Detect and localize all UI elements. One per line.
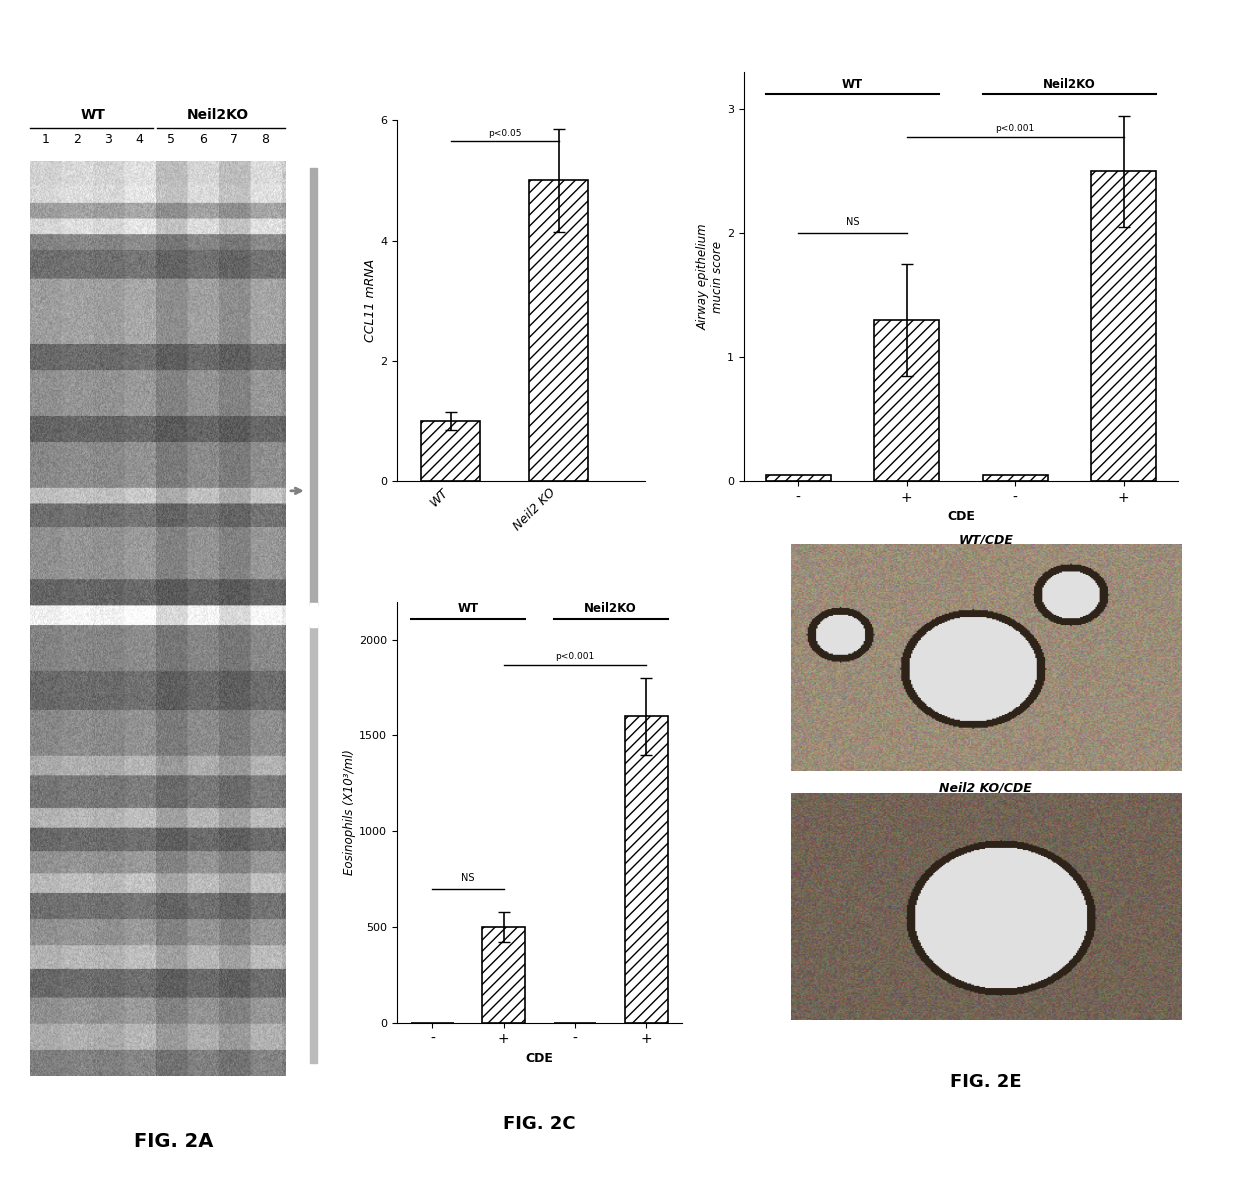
Bar	[310, 603, 317, 627]
Text: Neil2KO: Neil2KO	[187, 108, 249, 123]
Text: WT: WT	[81, 108, 105, 123]
Text: 2: 2	[73, 132, 81, 146]
Text: Neil2KO: Neil2KO	[584, 602, 637, 615]
Bar	[482, 926, 526, 1023]
Text: p<0.001: p<0.001	[556, 652, 595, 660]
Text: NS: NS	[846, 217, 859, 227]
Bar	[310, 168, 317, 606]
Text: 8: 8	[262, 132, 269, 146]
X-axis label: CDE: CDE	[947, 510, 975, 523]
Text: FIG. 2D: FIG. 2D	[924, 555, 998, 573]
Text: 3: 3	[104, 132, 113, 146]
Bar	[529, 180, 588, 481]
Bar	[310, 626, 317, 1063]
Text: p<0.001: p<0.001	[996, 124, 1035, 132]
Bar	[982, 475, 1048, 481]
Text: WT: WT	[842, 78, 863, 90]
Text: WT/CDE: WT/CDE	[959, 533, 1013, 546]
Text: FIG. 2A: FIG. 2A	[134, 1132, 213, 1151]
Bar	[422, 421, 480, 481]
Text: 6: 6	[198, 132, 207, 146]
Bar	[1091, 171, 1156, 481]
Bar	[625, 716, 667, 1023]
Bar	[874, 320, 940, 481]
Text: 1: 1	[41, 132, 50, 146]
Text: FIG. 2B: FIG. 2B	[485, 608, 557, 626]
Text: 5: 5	[167, 132, 175, 146]
Bar	[766, 475, 831, 481]
Text: Neil2 KO/CDE: Neil2 KO/CDE	[940, 782, 1032, 795]
Text: p<0.05: p<0.05	[487, 130, 521, 138]
Text: FIG. 2E: FIG. 2E	[950, 1073, 1022, 1091]
Y-axis label: Airway epithelium
mucin score: Airway epithelium mucin score	[697, 224, 724, 330]
X-axis label: CDE: CDE	[526, 1051, 553, 1065]
Text: WT: WT	[458, 602, 479, 615]
Y-axis label: CCL11 mRNA: CCL11 mRNA	[365, 259, 377, 343]
Text: Neil2KO: Neil2KO	[1043, 78, 1096, 90]
Text: 7: 7	[229, 132, 238, 146]
Text: 4: 4	[135, 132, 144, 146]
Text: NS: NS	[461, 873, 475, 883]
Text: FIG. 2C: FIG. 2C	[503, 1115, 575, 1133]
Y-axis label: Eosinophils (X10³/ml): Eosinophils (X10³/ml)	[343, 749, 356, 875]
